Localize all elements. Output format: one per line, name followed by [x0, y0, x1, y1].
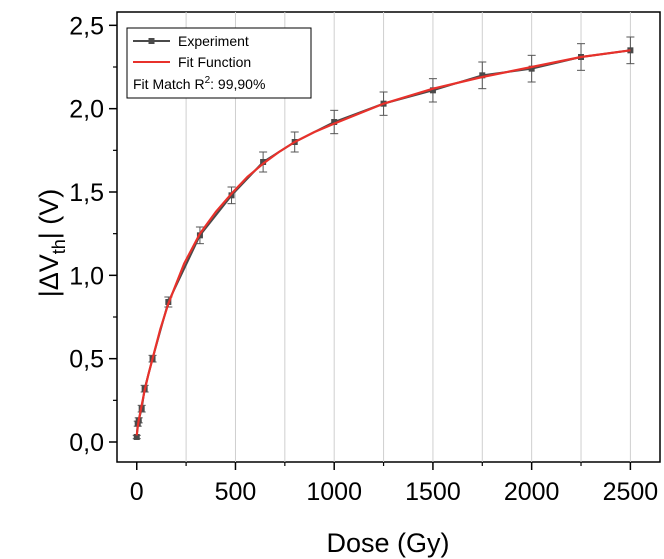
x-axis-ticks: 0 500 1000 1500 2000 2500	[130, 462, 658, 506]
legend-experiment-label: Experiment	[178, 33, 249, 49]
y-axis-title-suffix: | (V)	[34, 189, 64, 240]
plot-frame	[116, 11, 661, 463]
fit-series	[135, 49, 631, 436]
x-tick-label: 2000	[504, 478, 560, 506]
plot-frame-group	[116, 11, 661, 463]
y-tick-label: 2,0	[69, 96, 104, 124]
experiment-point	[528, 65, 535, 72]
legend-fit-label: Fit Function	[178, 54, 251, 70]
y-tick-label: 1,5	[69, 179, 104, 207]
x-axis-title: Dose (Gy)	[326, 528, 449, 558]
x-tick-label: 500	[215, 478, 257, 506]
fit-curve	[135, 49, 631, 436]
legend-experiment-marker	[148, 38, 155, 44]
vertical-grid	[185, 12, 631, 462]
experiment-point	[133, 434, 140, 440]
y-tick-label: 2,5	[69, 12, 104, 40]
fit-match-value: : 99,90%	[210, 76, 265, 92]
experiment-point	[479, 72, 486, 79]
y-axis-ticks: 0,0 0,5 1,0 1,5 2,0 2,5	[69, 12, 117, 457]
experiment-point	[331, 119, 338, 125]
x-tick-label: 2500	[603, 478, 659, 506]
experiment-point	[260, 159, 267, 165]
y-tick-label: 1,0	[69, 262, 104, 290]
fit-match-prefix: Fit Match R	[133, 76, 205, 92]
y-axis-title-subscript: th	[49, 239, 69, 254]
experiment-point	[429, 87, 436, 94]
x-tick-label: 1500	[405, 478, 461, 506]
legend-fit-match: Fit Match R2: 99,90%	[133, 75, 265, 92]
y-axis-title: |ΔVth| (V)	[34, 189, 69, 298]
x-tick-label: 0	[130, 478, 144, 506]
y-tick-label: 0,5	[69, 346, 104, 374]
x-tick-label: 1000	[306, 478, 362, 506]
legend: Experiment Fit Function Fit Match R2: 99…	[126, 27, 312, 99]
fit-match-superscript: 2	[205, 75, 211, 86]
y-axis-title-prefix: |ΔV	[34, 254, 64, 297]
y-tick-label: 0,0	[69, 429, 104, 457]
